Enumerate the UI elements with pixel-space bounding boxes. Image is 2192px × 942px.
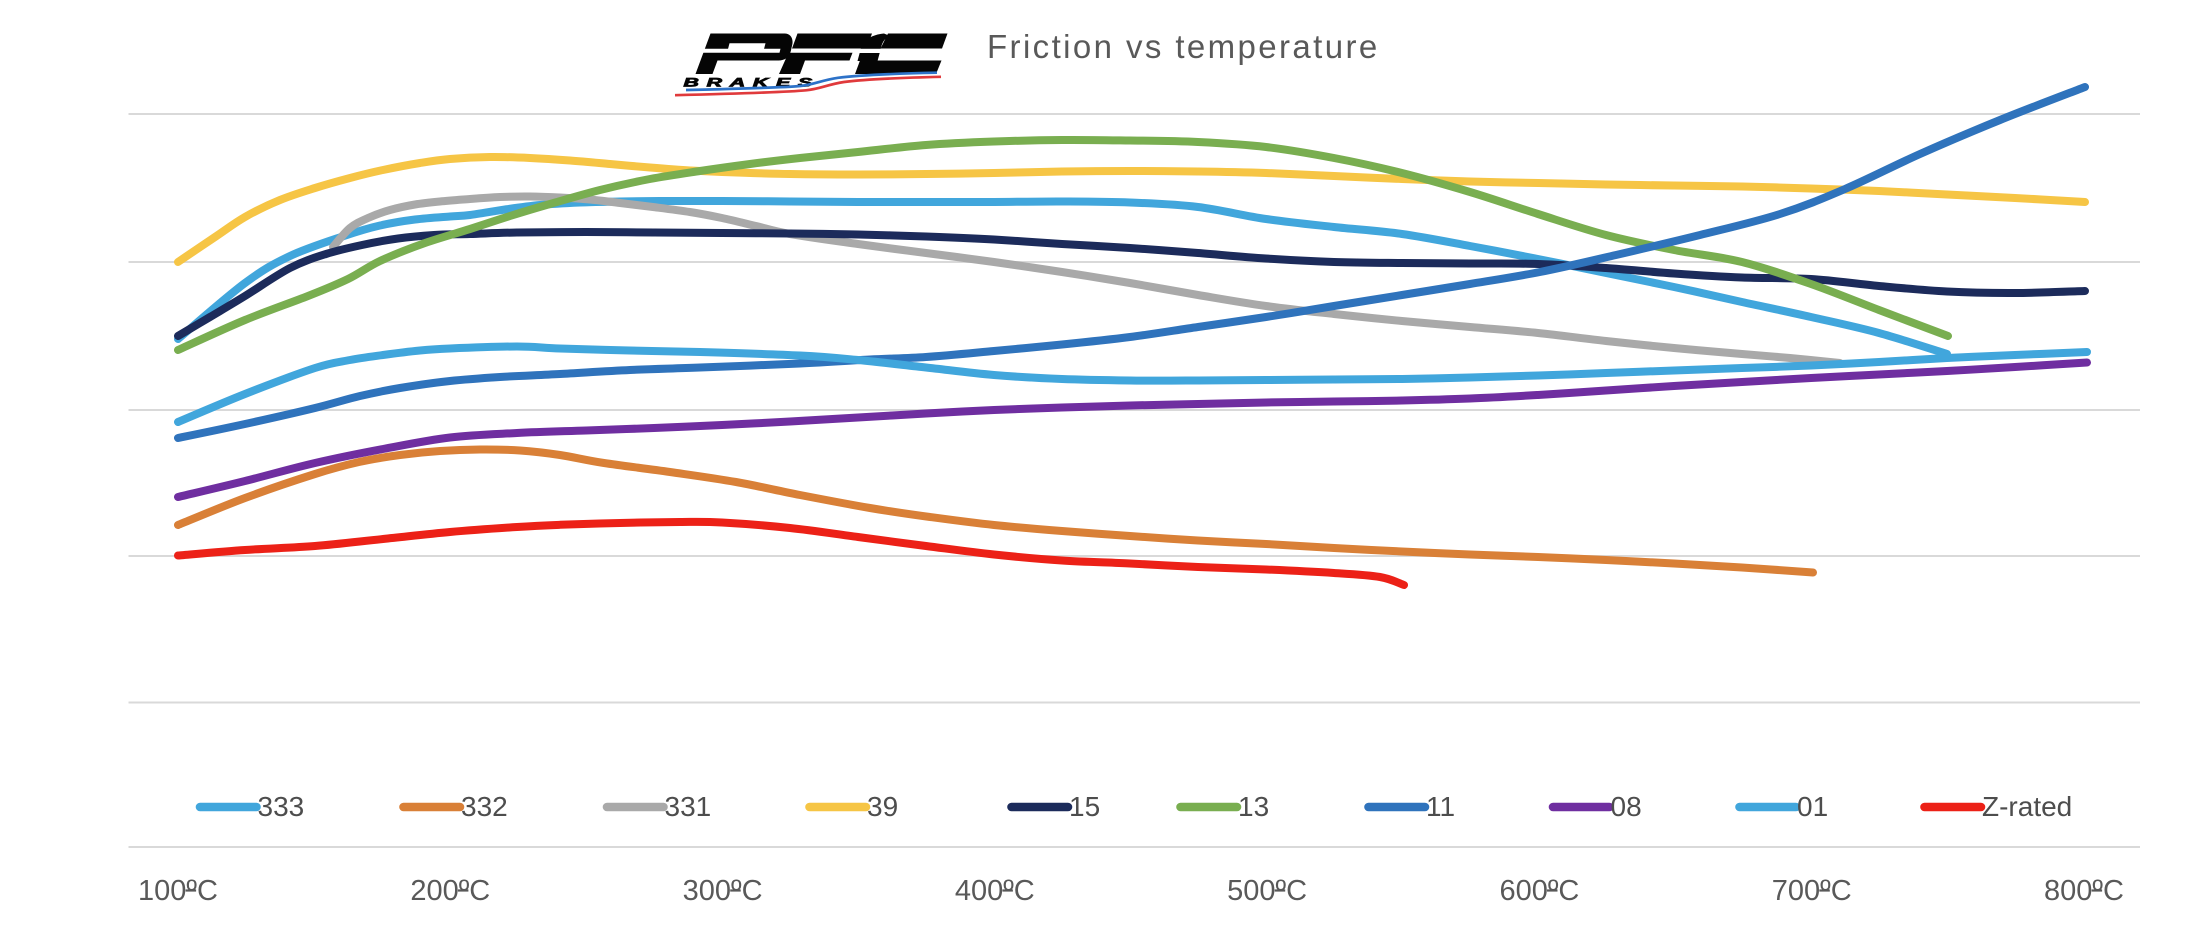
- svg-text:01: 01: [1797, 791, 1828, 822]
- svg-text:333: 333: [258, 791, 305, 822]
- svg-text:100ºC: 100ºC: [138, 875, 218, 907]
- svg-text:13: 13: [1238, 791, 1269, 822]
- svg-text:331: 331: [665, 791, 712, 822]
- svg-text:Z-rated: Z-rated: [1982, 791, 2072, 822]
- svg-text:39: 39: [867, 791, 898, 822]
- svg-text:300ºC: 300ºC: [683, 875, 763, 907]
- svg-text:700ºC: 700ºC: [1772, 875, 1852, 907]
- svg-text:332: 332: [461, 791, 508, 822]
- svg-text:15: 15: [1069, 791, 1100, 822]
- svg-text:08: 08: [1611, 791, 1642, 822]
- svg-text:600ºC: 600ºC: [1499, 875, 1579, 907]
- svg-text:800ºC: 800ºC: [2044, 875, 2124, 907]
- svg-text:500ºC: 500ºC: [1227, 875, 1307, 907]
- svg-text:11: 11: [1426, 791, 1455, 822]
- svg-text:Friction vs temperature: Friction vs temperature: [987, 28, 1380, 65]
- svg-text:200ºC: 200ºC: [410, 875, 490, 907]
- svg-text:400ºC: 400ºC: [955, 875, 1035, 907]
